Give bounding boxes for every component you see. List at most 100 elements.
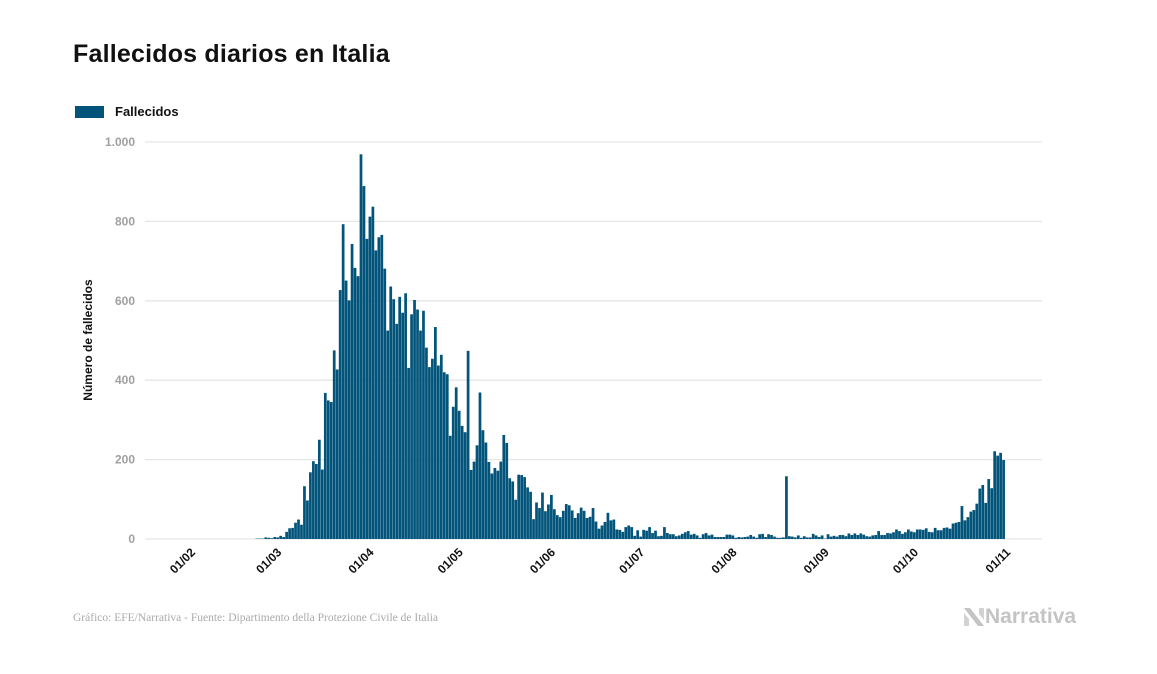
bar <box>347 300 351 539</box>
bar <box>924 528 928 539</box>
bar <box>353 267 357 539</box>
bar <box>505 442 509 539</box>
bar <box>380 234 384 539</box>
bar <box>731 535 735 539</box>
bar <box>478 392 482 539</box>
bar <box>633 535 637 539</box>
bar <box>374 250 378 540</box>
bar <box>315 463 318 539</box>
bar <box>758 534 761 539</box>
bar <box>422 310 425 539</box>
bar <box>481 430 485 539</box>
bar <box>466 350 470 539</box>
bar <box>686 531 690 539</box>
bar <box>472 461 476 539</box>
bar <box>386 330 390 539</box>
bar <box>561 510 565 539</box>
bar <box>344 280 348 539</box>
bar <box>657 536 660 539</box>
bar <box>761 533 764 539</box>
bar <box>538 508 541 539</box>
x-tick-label: 01/02 <box>167 545 198 576</box>
bar <box>365 238 369 540</box>
bar <box>517 474 521 539</box>
bar <box>404 293 407 539</box>
bar <box>776 537 779 539</box>
bar <box>553 509 556 539</box>
bar <box>969 511 973 539</box>
bar <box>960 506 964 539</box>
bar <box>499 461 503 539</box>
bar <box>862 534 866 539</box>
bar <box>282 537 285 539</box>
bar <box>737 537 741 539</box>
y-tick-label: 0 <box>128 532 135 546</box>
bar <box>749 535 753 539</box>
bar <box>526 487 529 539</box>
bar <box>907 529 910 539</box>
logo-text: Narrativa <box>985 605 1077 628</box>
bar <box>990 488 994 539</box>
bar <box>865 536 869 539</box>
bar <box>639 536 642 539</box>
chart-title: Fallecidos diarios en Italia <box>73 40 390 68</box>
bar <box>859 533 863 539</box>
bar <box>651 533 654 539</box>
y-tick-label: 1.000 <box>105 135 135 149</box>
x-tick-label: 01/08 <box>708 545 739 576</box>
bar <box>624 527 628 539</box>
bar <box>407 367 410 539</box>
bar <box>398 296 402 539</box>
bar <box>674 536 678 539</box>
bar <box>832 535 836 539</box>
bar <box>309 472 312 539</box>
bar <box>335 369 339 539</box>
bar <box>835 536 839 539</box>
bar <box>654 530 657 539</box>
x-tick-label: 01/06 <box>527 545 558 576</box>
bar <box>898 531 901 539</box>
bar <box>904 532 907 539</box>
bar <box>844 536 848 539</box>
bar <box>567 505 571 539</box>
bar <box>291 527 294 539</box>
bar <box>814 535 818 539</box>
bar <box>850 535 854 539</box>
bar <box>704 533 708 539</box>
bar <box>317 439 321 539</box>
bar <box>785 476 788 539</box>
bar <box>948 528 952 539</box>
bar <box>770 535 773 539</box>
bar <box>796 535 800 539</box>
bar <box>508 478 512 539</box>
bar <box>332 350 336 539</box>
bar <box>710 534 714 539</box>
bar <box>457 410 461 539</box>
bar <box>680 533 684 539</box>
x-tick-label: 01/07 <box>616 545 647 576</box>
bar <box>603 521 607 539</box>
y-tick-label: 800 <box>115 214 135 228</box>
bar <box>428 367 431 539</box>
bar <box>808 537 812 539</box>
bar <box>368 216 372 540</box>
bar <box>585 517 589 539</box>
bar <box>672 534 675 539</box>
bar <box>689 534 693 539</box>
bar <box>886 533 889 539</box>
y-axis-label: Número de fallecidos <box>81 279 95 401</box>
narrativa-logo: Narrativa <box>963 605 1076 629</box>
x-tick-label: 01/03 <box>253 545 284 576</box>
bar <box>436 365 440 539</box>
bar <box>889 533 892 539</box>
bar <box>826 534 830 539</box>
bar <box>323 392 327 539</box>
bar <box>820 535 824 539</box>
bar <box>880 535 883 539</box>
bar <box>416 309 419 539</box>
bar <box>779 537 782 539</box>
y-tick-label: 600 <box>115 294 135 308</box>
bar <box>743 537 747 539</box>
bar <box>413 300 416 539</box>
